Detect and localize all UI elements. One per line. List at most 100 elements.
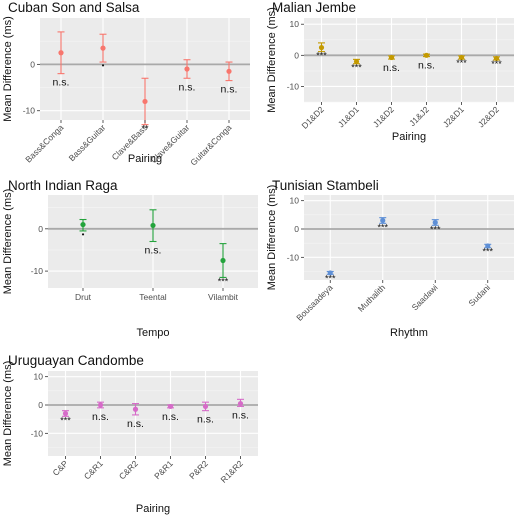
- data-point: [100, 45, 106, 51]
- data-point: [380, 217, 386, 224]
- y-tick-label: 10: [290, 19, 300, 29]
- panel-3: Tunisian Stambeli-10010***Bousaadeya***M…: [266, 178, 514, 339]
- x-tick-label: Bass&Conga: [23, 122, 65, 164]
- x-tick-label: Sudani: [466, 282, 492, 308]
- panel-title: Tunisian Stambeli: [272, 178, 379, 193]
- significance-label: ***: [60, 415, 71, 425]
- data-point: [132, 406, 139, 412]
- x-tick-label: C&R1: [82, 458, 105, 481]
- significance-label: n.s.: [179, 81, 196, 93]
- significance-label: n.s.: [232, 409, 249, 421]
- data-point: [220, 257, 226, 264]
- significance-label: ***: [316, 51, 327, 61]
- panel-title: Malian Jembe: [272, 0, 356, 15]
- significance-label: ***: [377, 222, 388, 232]
- data-point: [150, 222, 156, 229]
- x-tick-label: D1&D2: [299, 104, 326, 131]
- x-tick-label: J2&D2: [476, 104, 501, 129]
- y-tick-label: -10: [287, 81, 300, 91]
- y-tick-label: -10: [31, 266, 44, 276]
- y-axis-title: Mean Difference (ms): [266, 7, 278, 113]
- x-tick-label: Teental: [139, 292, 167, 302]
- significance-label: n.s.: [162, 411, 179, 423]
- x-tick-label: J1&D2: [371, 104, 396, 129]
- y-tick-label: 0: [38, 400, 43, 410]
- data-point: [318, 44, 325, 51]
- y-tick-label: 0: [294, 224, 299, 234]
- data-point: [226, 68, 232, 74]
- significance-label: n.s.: [197, 414, 214, 426]
- panel-4: Uruguayan Candombe -10 0 10 *** C&P n.s. C&R1 n.…: [2, 353, 258, 515]
- data-point: [202, 403, 209, 410]
- x-tick-label: Bass&Guitar: [67, 122, 108, 163]
- significance-label: n.s.: [145, 245, 162, 257]
- significance-label: n.s.: [127, 418, 144, 430]
- x-tick-label: Bousaadeya: [294, 282, 335, 323]
- significance-label: n.s.: [53, 77, 70, 89]
- data-point: [62, 410, 69, 417]
- x-axis-title: Pairing: [392, 131, 426, 143]
- plot-background: [304, 195, 514, 280]
- y-tick-label: 10: [34, 372, 44, 382]
- x-tick-label: J1&D1: [336, 104, 361, 129]
- panel-title: Uruguayan Candombe: [8, 353, 144, 368]
- data-point: [58, 50, 64, 56]
- x-tick-label: P&R1: [152, 458, 175, 481]
- significance-label: •: [102, 61, 105, 70]
- data-point: [493, 55, 500, 62]
- data-point: [485, 243, 491, 249]
- data-point: [432, 219, 438, 226]
- panel-2: North Indian Raga -10 0 • Drut n.s. Teental ***…: [2, 178, 258, 339]
- data-point: [353, 58, 360, 65]
- y-tick-label: -10: [31, 428, 44, 438]
- data-point: [97, 402, 104, 408]
- x-tick-label: C&P: [50, 458, 70, 478]
- x-tick-label: Guitar&Conga: [188, 122, 233, 167]
- x-tick-label: Vilambit: [208, 292, 239, 302]
- data-point: [184, 66, 190, 72]
- significance-label: n.s.: [418, 60, 435, 72]
- data-point: [237, 400, 244, 407]
- y-axis-title: Mean Difference (ms): [2, 189, 14, 295]
- x-tick-label: R1&R2: [218, 458, 245, 485]
- data-point: [388, 54, 395, 61]
- significance-label: ***: [218, 276, 229, 286]
- x-tick-label: Saadawi: [410, 282, 440, 312]
- y-tick-label: 0: [30, 59, 35, 69]
- x-axis-title: Rhythm: [390, 327, 428, 339]
- y-axis-title: Mean Difference (ms): [266, 185, 278, 291]
- significance-label: ***: [456, 58, 467, 68]
- y-tick-label: -10: [287, 252, 300, 262]
- x-tick-label: C&R2: [117, 458, 140, 481]
- panel-0: Cuban Son and Salsa -10 0 n.s. Bass&Conga • Ba…: [2, 0, 250, 168]
- significance-label: ***: [482, 247, 493, 257]
- data-point: [142, 98, 148, 105]
- x-tick-label: Muthalith: [356, 282, 388, 314]
- panel-1: Malian Jembe -10 0 10 *** D1&D2 *** J1&D1 n.s. J1…: [266, 0, 514, 143]
- x-axis-title: Tempo: [136, 327, 169, 339]
- significance-label: n.s.: [92, 411, 109, 423]
- significance-label: ***: [430, 224, 441, 234]
- significance-label: **: [141, 124, 149, 134]
- y-axis-title: Mean Difference (ms): [2, 16, 14, 122]
- x-axis-title: Pairing: [136, 503, 170, 515]
- plot-background: [48, 371, 258, 456]
- y-tick-label: 0: [294, 50, 299, 60]
- significance-label: n.s.: [383, 62, 400, 74]
- data-point: [458, 54, 465, 61]
- significance-label: n.s.: [221, 84, 238, 96]
- y-tick-label: -10: [23, 106, 36, 116]
- x-tick-label: Drut: [75, 292, 92, 302]
- significance-label: ***: [351, 63, 362, 73]
- significance-label: •: [82, 230, 85, 239]
- significance-label: ***: [325, 273, 336, 283]
- x-tick-label: P&R2: [187, 458, 210, 481]
- data-point: [327, 270, 333, 276]
- y-tick-label: 0: [38, 224, 43, 234]
- data-point: [167, 403, 174, 410]
- panel-title: North Indian Raga: [8, 178, 118, 193]
- x-tick-label: J1&J2: [407, 104, 431, 128]
- data-point: [80, 221, 86, 228]
- x-tick-label: J2&D1: [441, 104, 466, 129]
- panel-title: Cuban Son and Salsa: [8, 0, 140, 15]
